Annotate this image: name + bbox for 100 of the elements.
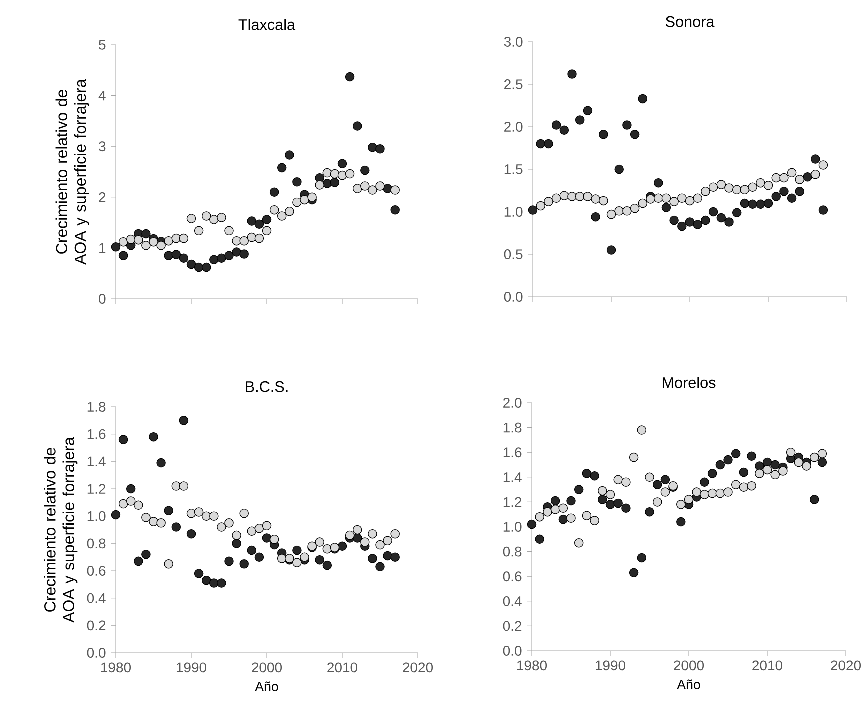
point (747, 481, 756, 491)
x-tick-label: 2020 (831, 660, 861, 671)
point (772, 192, 781, 202)
y-tick-label: 2 (99, 192, 106, 202)
point (614, 206, 624, 216)
point (194, 569, 204, 578)
x-tick-label: 1990 (596, 660, 626, 671)
point (202, 576, 212, 586)
point (591, 194, 600, 204)
y-tick-label: 1.4 (88, 456, 106, 466)
y-tick-label: 1.6 (504, 448, 522, 458)
point (134, 556, 144, 566)
point (186, 260, 196, 270)
point (614, 498, 623, 508)
point (574, 538, 584, 548)
point (210, 255, 219, 265)
x-tick-label: 2010 (752, 660, 783, 671)
y-tick-label: 3 (99, 142, 106, 152)
point (186, 214, 196, 224)
y-tick-label: 5 (99, 40, 106, 50)
point (606, 246, 616, 255)
point (535, 512, 544, 522)
point (787, 168, 797, 178)
point (210, 578, 219, 588)
point (118, 435, 128, 444)
point (254, 524, 264, 534)
x-tick-label: 1980 (517, 660, 548, 671)
point (247, 526, 257, 536)
chart-title: Sonora (666, 16, 715, 28)
point (210, 215, 219, 224)
point (292, 198, 302, 208)
point (552, 194, 562, 204)
point (240, 560, 249, 569)
point (338, 159, 348, 168)
point (322, 168, 332, 178)
point (194, 508, 204, 517)
point (118, 251, 128, 260)
point (202, 512, 212, 521)
point (179, 254, 189, 263)
x-tick-label: 1990 (176, 662, 207, 673)
point (716, 180, 726, 190)
point (179, 234, 189, 244)
y-tick-label: 1.0 (504, 522, 522, 532)
y-tick-label: 0 (99, 294, 106, 304)
point (802, 462, 812, 471)
point (172, 482, 182, 491)
point (645, 472, 654, 482)
point (780, 186, 789, 196)
point (756, 178, 766, 188)
point (566, 514, 576, 523)
point (818, 458, 828, 468)
point (780, 173, 789, 183)
y-tick-label: 1.5 (504, 164, 523, 174)
point (543, 507, 552, 517)
point (558, 514, 568, 524)
point (748, 200, 758, 209)
point (748, 182, 758, 192)
point (202, 262, 212, 272)
point (566, 496, 576, 506)
y-tick-label: 1.2 (504, 497, 522, 508)
point (338, 542, 348, 552)
point (164, 251, 174, 260)
point (172, 522, 182, 532)
point (254, 220, 264, 229)
point (708, 182, 718, 192)
point (622, 504, 631, 514)
point (262, 521, 272, 531)
y-tick-label: 3.0 (504, 37, 523, 47)
point (550, 496, 560, 506)
x-tick-label: 2000 (674, 660, 704, 671)
y-tick-label: 0.2 (503, 621, 522, 632)
point (590, 516, 600, 526)
point (646, 194, 656, 204)
point (217, 522, 226, 532)
point (756, 200, 766, 209)
point (762, 465, 772, 475)
point (247, 546, 257, 556)
point (217, 578, 226, 588)
point (179, 416, 189, 426)
point (186, 508, 196, 518)
point (778, 466, 788, 476)
point (217, 213, 226, 222)
y-tick-label: 1.8 (504, 422, 522, 433)
point (599, 196, 608, 206)
point (574, 485, 584, 494)
y-axis-title: Crecimiento relativo de AOA y superficie forrajera (56, 79, 90, 265)
point (368, 142, 378, 152)
point (254, 552, 264, 562)
point (172, 234, 182, 244)
point (240, 508, 249, 518)
y-tick-label: 2.5 (504, 80, 523, 90)
point (732, 185, 742, 195)
point (390, 186, 400, 195)
point (352, 122, 362, 131)
point (637, 426, 647, 435)
point (740, 185, 750, 195)
point (582, 511, 592, 520)
point (716, 213, 726, 223)
y-tick-label: 1 (100, 243, 106, 254)
point (764, 198, 774, 208)
